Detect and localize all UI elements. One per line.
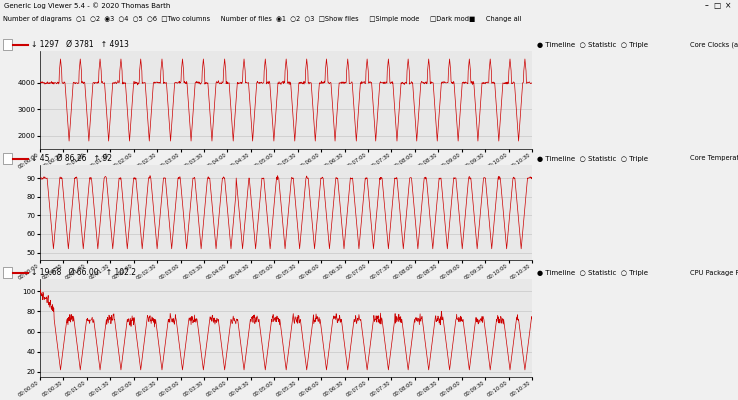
Text: ↓ 45   Ø 86.26   ↑ 92: ↓ 45 Ø 86.26 ↑ 92: [31, 154, 112, 163]
Text: Generic Log Viewer 5.4 - © 2020 Thomas Barth: Generic Log Viewer 5.4 - © 2020 Thomas B…: [4, 2, 170, 9]
Text: Core Clocks (avg) [MHz]: Core Clocks (avg) [MHz]: [690, 41, 738, 48]
Text: ×: ×: [725, 1, 731, 10]
Text: ↓ 1297   Ø 3781   ↑ 4913: ↓ 1297 Ø 3781 ↑ 4913: [31, 40, 129, 49]
Text: □: □: [714, 1, 721, 10]
Text: Core Temperatures (avg) [°C]: Core Temperatures (avg) [°C]: [690, 155, 738, 162]
Text: Number of diagrams  ○1  ○2  ◉3  ○4  ○5  ○6  □Two columns     Number of files  ◉1: Number of diagrams ○1 ○2 ◉3 ○4 ○5 ○6 □Tw…: [3, 16, 522, 22]
Text: –: –: [705, 1, 709, 10]
Bar: [3, 267, 12, 278]
Text: ● Timeline  ○ Statistic  ○ Triple: ● Timeline ○ Statistic ○ Triple: [537, 156, 648, 162]
Text: CPU Package Power [W]: CPU Package Power [W]: [690, 269, 738, 276]
Bar: [3, 39, 12, 50]
Text: ● Timeline  ○ Statistic  ○ Triple: ● Timeline ○ Statistic ○ Triple: [537, 42, 648, 48]
Bar: [3, 153, 12, 164]
Text: ↓ 19.68   Ø 66.00   ↑ 102.2: ↓ 19.68 Ø 66.00 ↑ 102.2: [31, 268, 136, 277]
Text: ● Timeline  ○ Statistic  ○ Triple: ● Timeline ○ Statistic ○ Triple: [537, 270, 648, 276]
